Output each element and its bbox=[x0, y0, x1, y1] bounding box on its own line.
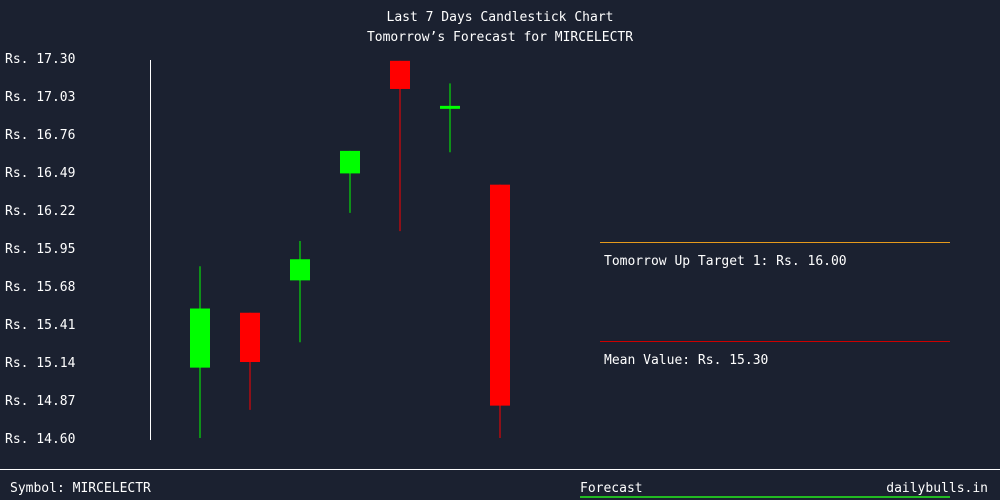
y-tick-label: Rs. 15.41 bbox=[5, 318, 75, 333]
y-tick-label: Rs. 15.14 bbox=[5, 356, 76, 371]
candle-body bbox=[390, 60, 410, 89]
y-tick-label: Rs. 14.60 bbox=[5, 432, 75, 447]
y-tick-label: Rs. 14.87 bbox=[5, 394, 75, 409]
annotation-label: Mean Value: Rs. 15.30 bbox=[604, 353, 768, 368]
candle-body bbox=[440, 105, 460, 109]
y-tick-label: Rs. 17.03 bbox=[5, 90, 75, 105]
chart-title: Last 7 Days Candlestick Chart bbox=[386, 10, 614, 25]
candlestick-chart: Rs. 17.30 Rs. 17.03 Rs. 16.76 Rs. 16.49 Rs. … bbox=[5, 52, 950, 447]
chart-subtitle: Tomorrow’s Forecast for MIRCELECTR bbox=[366, 30, 634, 45]
forecast-label: Forecast bbox=[580, 481, 643, 496]
candle-body bbox=[340, 150, 360, 174]
y-tick-label: Rs. 17.30 bbox=[5, 52, 75, 67]
y-tick-label: Rs. 16.49 bbox=[5, 166, 75, 181]
y-tick-label: Rs. 16.22 bbox=[5, 204, 75, 219]
brand-link[interactable]: dailybulls.in bbox=[886, 481, 988, 496]
candle-body bbox=[190, 308, 210, 368]
y-tick-label: Rs. 15.68 bbox=[5, 280, 75, 295]
forecast-underline bbox=[580, 496, 950, 498]
brand-underline bbox=[888, 496, 950, 498]
candle-body bbox=[490, 184, 510, 406]
footer-divider bbox=[0, 469, 1000, 470]
y-tick-label: Rs. 16.76 bbox=[5, 128, 75, 143]
symbol-label: Symbol: MIRCELECTR bbox=[10, 481, 151, 496]
candle-body bbox=[240, 312, 260, 362]
annotation-label: Tomorrow Up Target 1: Rs. 16.00 bbox=[604, 254, 847, 269]
y-tick-label: Rs. 15.95 bbox=[5, 242, 75, 257]
candle-body bbox=[290, 259, 310, 281]
